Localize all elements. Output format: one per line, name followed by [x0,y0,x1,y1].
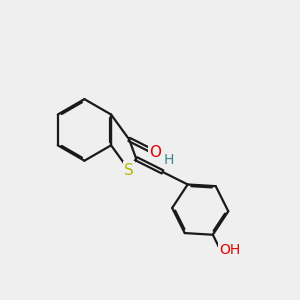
Text: S: S [124,163,134,178]
Text: H: H [164,153,174,167]
Text: O: O [149,145,161,160]
Text: OH: OH [219,243,241,257]
